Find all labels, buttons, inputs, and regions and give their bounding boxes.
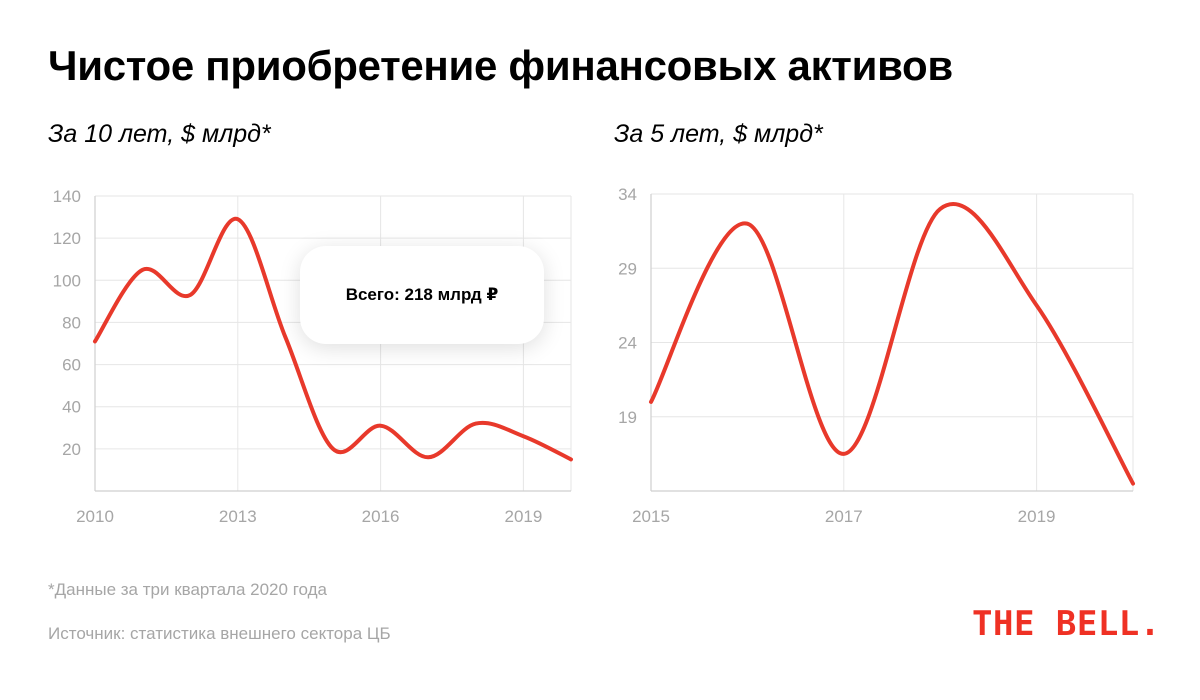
right-chart-ytick-label: 34: [618, 185, 637, 204]
page-title: Чистое приобретение финансовых активов: [48, 42, 953, 89]
left-chart-ytick-label: 20: [62, 440, 81, 459]
right-chart-series-line: [649, 202, 1135, 486]
right-chart-ytick-label: 24: [618, 334, 637, 353]
left-chart-ytick-label: 100: [53, 271, 81, 290]
left-chart-xtick-label: 2019: [504, 507, 542, 526]
right-chart-data-point: [842, 452, 846, 456]
right-chart-xtick-label: 2019: [1018, 507, 1056, 526]
left-chart-series-line: [93, 217, 573, 462]
right-chart-xtick-label: 2017: [825, 507, 863, 526]
right-chart-data-point: [1035, 303, 1039, 307]
right-chart-data-point: [938, 207, 942, 211]
left-chart-ytick-label: 40: [62, 398, 81, 417]
left-chart-subtitle: За 10 лет, $ млрд*: [48, 120, 271, 148]
left-chart-xtick-label: 2010: [76, 507, 114, 526]
right-chart-data-point: [1131, 482, 1135, 486]
footnote-note: *Данные за три квартала 2020 года: [48, 580, 327, 599]
left-chart-ytick-label: 120: [53, 229, 81, 248]
right-chart-subtitle: За 5 лет, $ млрд*: [614, 120, 823, 148]
right-chart-data-point: [649, 400, 653, 404]
total-tooltip: Всего: 218 млрд ₽: [300, 246, 544, 344]
right-chart-ytick-label: 29: [618, 259, 637, 278]
right-chart-ytick-label: 19: [618, 408, 637, 427]
left-chart-xtick-label: 2016: [362, 507, 400, 526]
right-chart-xtick-label: 2015: [632, 507, 670, 526]
left-chart-xtick-label: 2013: [219, 507, 257, 526]
left-chart-ytick-label: 140: [53, 187, 81, 206]
the-bell-logo: THE BELL.: [972, 604, 1161, 644]
left-chart-ytick-label: 80: [62, 313, 81, 332]
right-chart-data-point: [745, 222, 749, 226]
left-chart-ytick-label: 60: [62, 356, 81, 375]
footnote-source: Источник: статистика внешнего сектора ЦБ: [48, 624, 391, 643]
